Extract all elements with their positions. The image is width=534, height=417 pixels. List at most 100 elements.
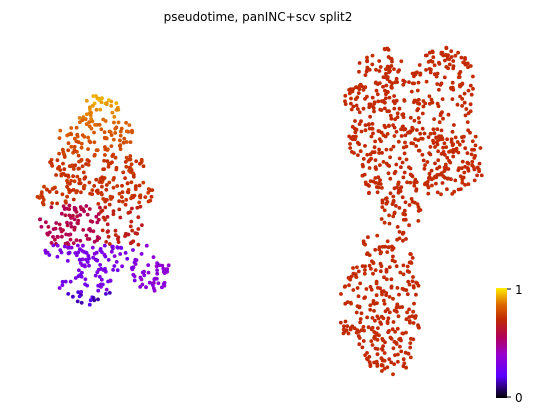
scatter-point [77,159,81,164]
scatter-point [427,171,432,176]
scatter-point [440,137,445,142]
scatter-point [389,285,394,290]
scatter-point [391,372,395,377]
scatter-point [76,166,81,171]
scatter-point [129,266,134,270]
scatter-point [458,84,462,89]
scatter-point [469,92,474,97]
scatter-point [357,69,361,74]
scatter-point [393,329,397,334]
scatter-point [403,133,408,138]
scatter-point [371,301,376,306]
scatter-point [99,191,104,195]
scatter-point [99,277,104,282]
scatter-point [138,161,142,166]
scatter-point [367,263,372,268]
scatter-point [376,326,380,330]
scatter-point [151,286,156,291]
scatter-point [424,79,429,84]
scatter-point [387,70,391,75]
scatter-point [399,349,404,354]
scatter-point [117,191,122,196]
scatter-point [402,170,407,175]
scatter-point [62,244,67,249]
scatter-point [392,67,396,71]
scatter-point [69,224,74,229]
scatter-point [370,150,375,155]
scatter-point [414,280,418,285]
scatter-point [71,188,76,192]
scatter-point [112,120,116,125]
scatter-point [152,277,157,282]
scatter-point [84,112,89,117]
scatter-point [396,352,400,357]
scatter-point [371,271,375,276]
scatter-point [401,272,406,277]
scatter-point [79,190,83,195]
scatter-point [475,173,479,178]
scatter-point [152,280,156,285]
scatter-point [77,120,82,125]
scatter-point [375,92,380,97]
scatter-point [390,86,394,90]
scatter-point [442,141,447,146]
scatter-point [105,230,110,234]
scatter-point [144,243,149,248]
scatter-point [444,45,449,50]
scatter-point [371,261,376,265]
scatter-point [366,235,370,240]
scatter-point [396,139,401,144]
scatter-point [81,115,86,119]
scatter-point [379,108,384,112]
scatter-point [114,260,119,264]
scatter-point [401,212,406,217]
scatter-point [399,59,404,64]
scatter-point [46,232,50,237]
scatter-point [417,148,422,153]
scatter-point [78,181,83,186]
scatter-point [447,150,451,154]
scatter-point [354,127,359,132]
scatter-point [376,285,380,290]
scatter-point [466,65,470,70]
scatter-point [464,107,469,111]
scatter-point [387,221,392,226]
scatter-point [112,254,117,258]
scatter-point [346,276,351,280]
scatter-point [80,118,85,123]
scatter-point [345,324,350,328]
scatter-point [134,159,139,164]
scatter-point [383,88,387,93]
scatter-point [447,159,451,163]
scatter-point [427,175,432,180]
scatter-point [446,66,450,71]
scatter-point [397,206,402,210]
scatter-point [89,110,93,115]
scatter-point [105,215,110,219]
scatter-point [136,227,141,231]
scatter-point [56,235,60,239]
scatter-point [391,99,396,104]
scatter-point [389,147,393,152]
scatter-point [380,369,384,373]
scatter-point [63,241,68,246]
scatter-point [455,102,460,107]
scatter-point [451,59,456,63]
scatter-point [92,184,97,188]
scatter-point [426,60,431,64]
scatter-point [105,222,110,227]
scatter-point [445,137,449,142]
scatter-point [117,199,121,204]
scatter-point [107,202,112,207]
scatter-point [380,151,384,155]
scatter-point [85,158,90,162]
scatter-point [429,97,434,102]
scatter-point [408,341,413,345]
scatter-point [386,171,391,176]
scatter-point [103,153,107,157]
scatter-point [68,279,73,284]
scatter-point [416,101,420,106]
scatter-point [432,131,436,136]
scatter-point [120,195,124,199]
scatter-point [477,161,482,166]
